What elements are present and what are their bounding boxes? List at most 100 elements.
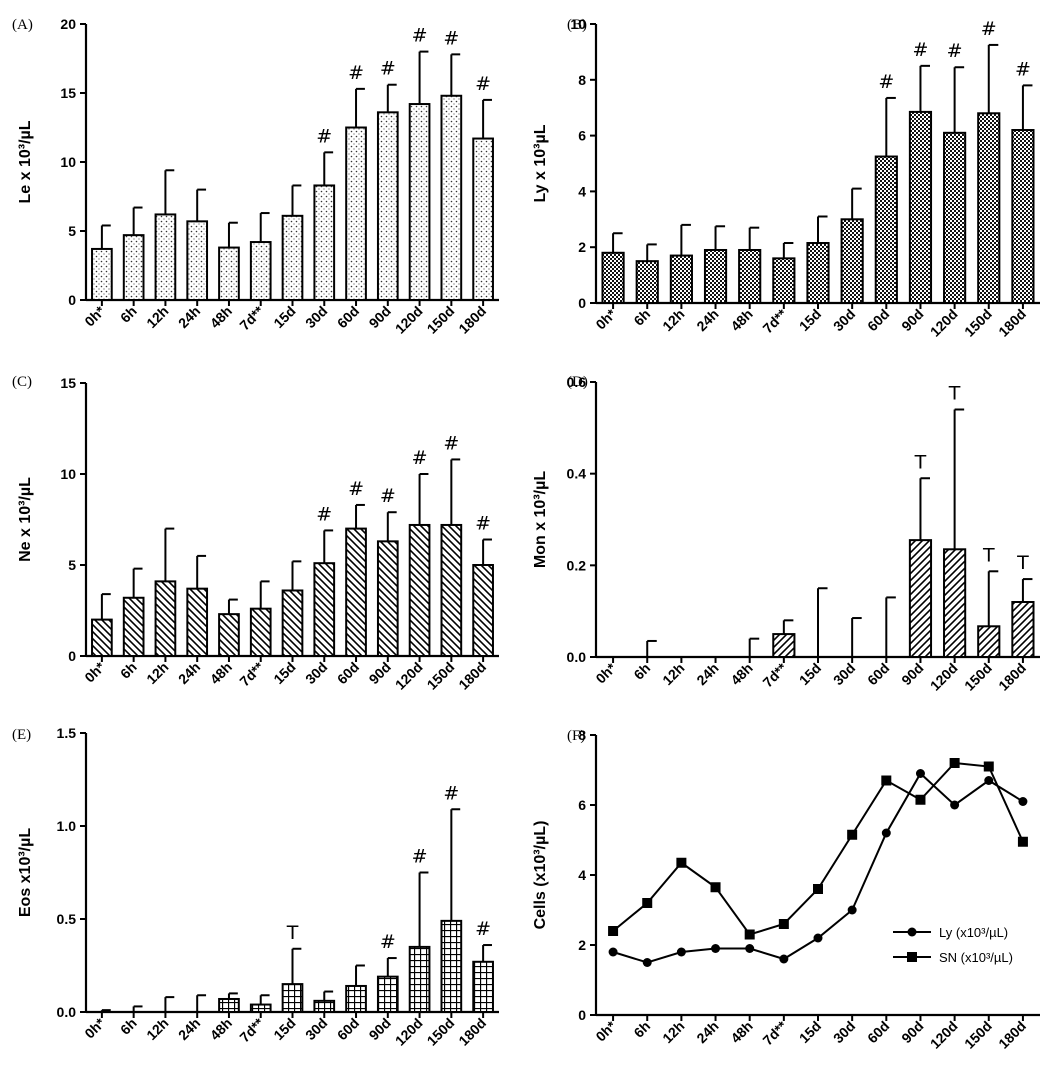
panel-f-x-tick-label: 180d (995, 1018, 1029, 1052)
panel-d-significance-mark: T (982, 544, 995, 566)
series-2-point (881, 775, 892, 786)
series-1-point (711, 944, 721, 953)
panel-c-bar (249, 607, 272, 657)
panel-c-bar (345, 527, 367, 657)
panel-c-bar (408, 523, 431, 658)
panel-d-bar (772, 633, 796, 658)
panel-a-chart: (A) 0 5 10 15 20 Le x 10³/µL 0h* 6h 12h 24h 48h 7d**… (12, 16, 499, 337)
panel-a-bar (249, 241, 272, 301)
panel-e-x-tick-label: 15d (270, 1015, 298, 1043)
series-2-line (612, 761, 1024, 936)
panel-f-y-tick-label: 8 (578, 727, 586, 743)
panel-a-x-tick-label: 120d (392, 303, 426, 337)
panel-e-x-tick-label: 150d (424, 1015, 458, 1049)
panel-d-x-tick-label: 0h* (592, 659, 619, 686)
panel-b-bar (738, 248, 762, 305)
panel-c-significance-mark: # (443, 432, 459, 454)
panel-a-bar (408, 103, 431, 302)
panel-e-bar (281, 983, 304, 1013)
panel-b-y-tick-label: 10 (570, 16, 586, 32)
series-1-point (745, 944, 755, 953)
panel-c-x-tick-label: 48h (207, 659, 235, 687)
panel-c-bar (91, 618, 113, 657)
panel-b-significance-mark: # (1015, 58, 1031, 80)
panel-a-significance-mark: # (412, 25, 428, 47)
panel-a-x-tick-label: 60d (334, 303, 362, 331)
panel-a-x-tick-label: 90d (366, 303, 394, 331)
panel-d-significance-mark: T (948, 383, 961, 405)
panel-e-significance-mark: # (475, 918, 491, 940)
panel-f-y-axis-label: Cells (x10³/µL) (532, 821, 549, 930)
legend-marker-2 (907, 952, 917, 962)
panel-c-bar (154, 580, 177, 658)
legend-label-1: Ly (x10³/µL) (939, 925, 1008, 940)
panel-b-y-axis-label: Ly x 10³µL (532, 124, 549, 202)
panel-c-x-tick-label: 180d (455, 659, 489, 693)
panel-a-x-tick-label: 180d (455, 303, 489, 337)
series-1-point (779, 954, 789, 964)
panel-e-bar (313, 999, 336, 1014)
panel-b-bar (874, 155, 898, 304)
series-2-point (676, 857, 687, 868)
panel-c-x-tick-label: 0h* (81, 658, 108, 685)
series-1-point (1018, 797, 1028, 806)
panel-e-significance-mark: T (286, 922, 299, 944)
panel-a-significance-mark: # (380, 58, 396, 80)
series-1-point (881, 828, 891, 838)
series-2-point (915, 794, 926, 805)
panel-b-significance-mark: # (913, 39, 929, 61)
series-1-point (915, 769, 925, 778)
panel-e-bar (472, 960, 494, 1014)
panel-a-bar (345, 126, 367, 301)
panel-b-significance-mark: # (878, 71, 894, 93)
panel-f-x-tick-label: 60d (864, 1018, 892, 1046)
panel-b-bar (943, 131, 967, 304)
panel-c-bar (122, 596, 145, 658)
panel-d-bar (1011, 601, 1035, 658)
panel-c-bar (376, 540, 399, 658)
panel-d-x-tick-label: 30d (830, 660, 858, 688)
panel-f-x-tick-label: 90d (898, 1018, 926, 1046)
panel-e-x-tick-label: 12h (143, 1015, 171, 1043)
panel-c-x-tick-label: 60d (334, 659, 362, 687)
panel-e-significance-mark: # (412, 846, 428, 868)
panel-d-bar (977, 625, 1001, 659)
legend-marker-1 (907, 927, 917, 937)
panel-a-y-tick-label: 0 (68, 292, 76, 308)
legend-label-2: SN (x10³/µL) (939, 950, 1013, 965)
panel-e-chart: (E) 0.0 0.5 1.0 1.5 Eos x10³/µL 0h* 6h 12h 24h 48h… (12, 725, 499, 1049)
series-2-point (983, 761, 994, 772)
panel-e-bar (376, 975, 399, 1013)
panel-c-x-tick-label: 15d (270, 659, 298, 687)
panel-e-y-tick-label: 1.0 (57, 818, 77, 834)
panel-d-chart: (D) 0.0 0.2 0.4 0.6 Mon x 10³/µL 0h* 6h 12h 24h 48… (532, 374, 1040, 694)
panel-b-bar (977, 112, 1001, 304)
panel-f-y-tick-label: 4 (578, 867, 586, 883)
panel-c-bar (186, 587, 209, 657)
panel-e-x-tick-label: 0h* (81, 1014, 108, 1041)
series-1-point (608, 947, 618, 957)
panel-a-bar (218, 246, 240, 301)
panel-a-bar (313, 184, 336, 302)
panel-c-letter: (C) (12, 374, 32, 390)
panel-c-significance-mark: # (412, 447, 428, 469)
panel-c-bar (472, 564, 494, 657)
panel-b-x-tick-label: 60d (864, 306, 892, 334)
panel-a-x-tick-label: 7d** (236, 302, 267, 333)
panel-a-bar (472, 137, 494, 301)
panel-e-y-tick-label: 0.5 (57, 911, 77, 927)
panel-a-letter: (A) (12, 17, 33, 33)
series-2-point (847, 829, 858, 840)
panel-f-x-tick-label: 120d (927, 1018, 961, 1052)
panel-e-x-tick-label: 90d (366, 1015, 394, 1043)
series-1-point (847, 905, 857, 915)
panel-c-significance-mark: # (475, 513, 491, 535)
panel-b-x-tick-label: 6h (630, 306, 653, 329)
panel-b-bar (703, 248, 728, 305)
panel-b-x-tick-label: 120d (927, 306, 961, 340)
series-1-point (813, 933, 823, 943)
panel-b-y-tick-label: 2 (578, 239, 586, 255)
series-1-point (984, 776, 994, 785)
panel-d-bar (943, 548, 967, 659)
